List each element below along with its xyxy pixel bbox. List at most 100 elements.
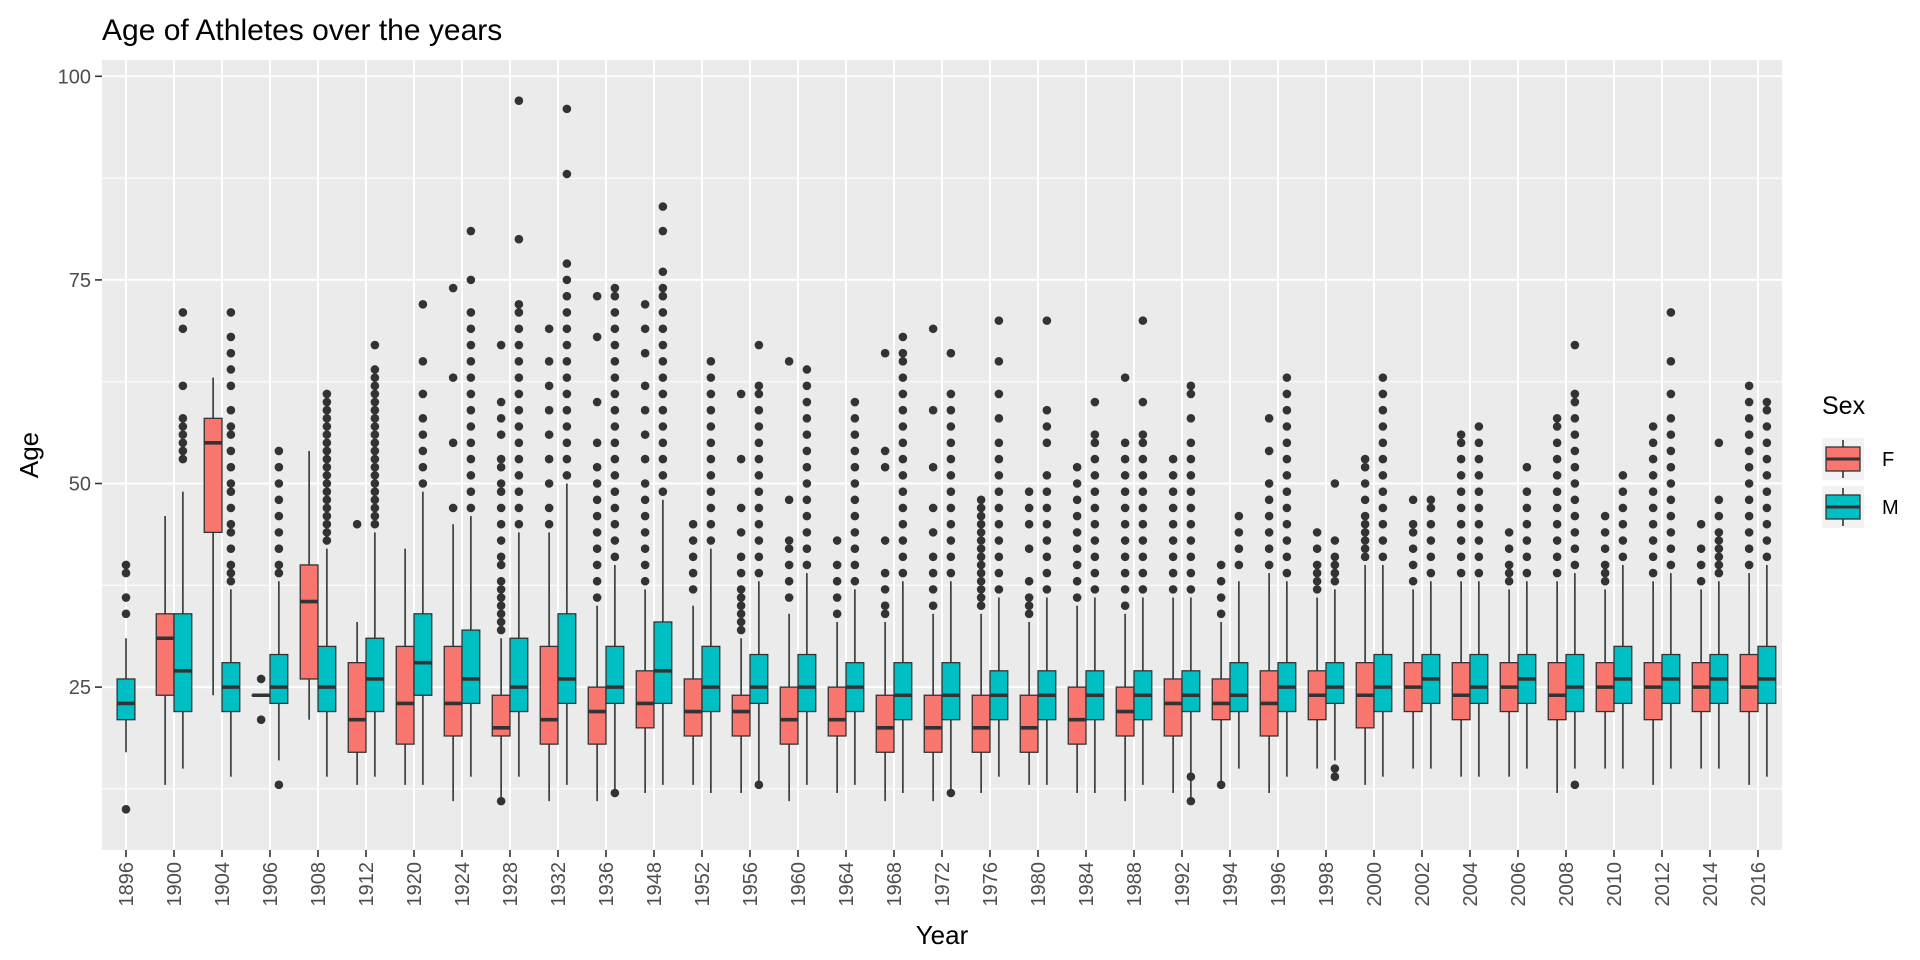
outlier-point [880,348,890,358]
outlier-point [1090,471,1100,480]
outlier-point [514,503,524,513]
box-iqr [701,645,721,713]
outlier-point [802,560,812,570]
outlier-point [1618,552,1628,562]
box-iqr [413,613,433,696]
box-F-2002 [1403,495,1423,769]
outlier-point [1648,454,1658,464]
outlier-point [1600,568,1610,578]
outlier-point [640,454,650,464]
outlier-point [754,780,764,790]
outlier-point [640,528,650,537]
outlier-point [1378,552,1388,562]
outlier-point [514,389,524,399]
box-F-1994 [1211,560,1231,790]
outlier-point [1552,471,1562,480]
outlier-point [1042,585,1052,594]
outlier-point [832,536,842,545]
outlier-point [658,324,668,334]
outlier-point [514,324,524,334]
outlier-point [514,438,524,448]
outlier-point [1282,471,1292,480]
outlier-point [1714,568,1724,578]
outlier-point [658,422,668,431]
outlier-point [1408,495,1418,505]
box-iqr [539,645,559,745]
outlier-point [1666,560,1676,570]
outlier-point [1090,552,1100,562]
outlier-point [592,438,602,448]
outlier-point [898,422,908,431]
outlier-point [658,471,668,480]
box-F-2014 [1691,519,1711,769]
outlier-point [610,324,620,334]
outlier-point [1264,495,1274,505]
x-tick-label: 1908 [308,862,330,907]
box-iqr [395,645,415,745]
outlier-point [562,438,572,448]
outlier-point [640,560,650,570]
box-M-1994 [1229,511,1249,769]
outlier-point [1666,308,1676,317]
outlier-point [226,348,236,358]
outlier-point [1744,511,1754,521]
outlier-point [1522,462,1532,472]
outlier-point [121,568,131,578]
outlier-point [1042,316,1052,325]
box-iqr [827,686,847,737]
box-iqr [317,645,337,713]
outlier-point [1714,528,1724,537]
outlier-point [1282,487,1292,496]
outlier-point [448,373,458,382]
outlier-point [1666,528,1676,537]
outlier-point [688,552,698,562]
outlier-point [1474,568,1484,578]
outlier-point [898,348,908,358]
box-series [116,96,1777,814]
outlier-point [928,324,938,334]
outlier-point [496,430,506,439]
outlier-point [976,519,986,529]
outlier-point [1282,405,1292,415]
outlier-point [976,528,986,537]
outlier-point [946,788,956,798]
outlier-point [178,454,188,464]
outlier-point [1522,568,1532,578]
outlier-point [802,495,812,505]
outlier-point [898,568,908,578]
outlier-point [1552,552,1562,562]
outlier-point [640,300,650,309]
outlier-point [1762,471,1772,480]
outlier-point [322,397,332,407]
outlier-point [610,357,620,366]
outlier-point [1378,487,1388,496]
outlier-point [1762,454,1772,464]
outlier-point [1570,389,1580,399]
outlier-point [784,495,794,505]
outlier-point [1042,405,1052,415]
outlier-point [274,495,284,505]
outlier-point [706,471,716,480]
outlier-point [1570,544,1580,553]
outlier-point [562,104,572,114]
outlier-point [928,462,938,472]
outlier-point [1714,552,1724,562]
outlier-point [976,568,986,578]
outlier-point [370,430,380,439]
x-tick-label: 1920 [404,862,426,907]
outlier-point [784,576,794,586]
outlier-point [1042,552,1052,562]
box-M-1984 [1085,397,1105,793]
outlier-point [1042,471,1052,480]
outlier-point [1762,536,1772,545]
outlier-point [736,503,746,513]
outlier-point [688,519,698,529]
x-tick-label: 1980 [1028,862,1050,907]
outlier-point [1216,560,1226,570]
outlier-point [1072,495,1082,505]
outlier-point [1072,462,1082,472]
outlier-point [1090,568,1100,578]
outlier-point [1186,519,1196,529]
outlier-point [928,552,938,562]
outlier-point [1138,503,1148,513]
